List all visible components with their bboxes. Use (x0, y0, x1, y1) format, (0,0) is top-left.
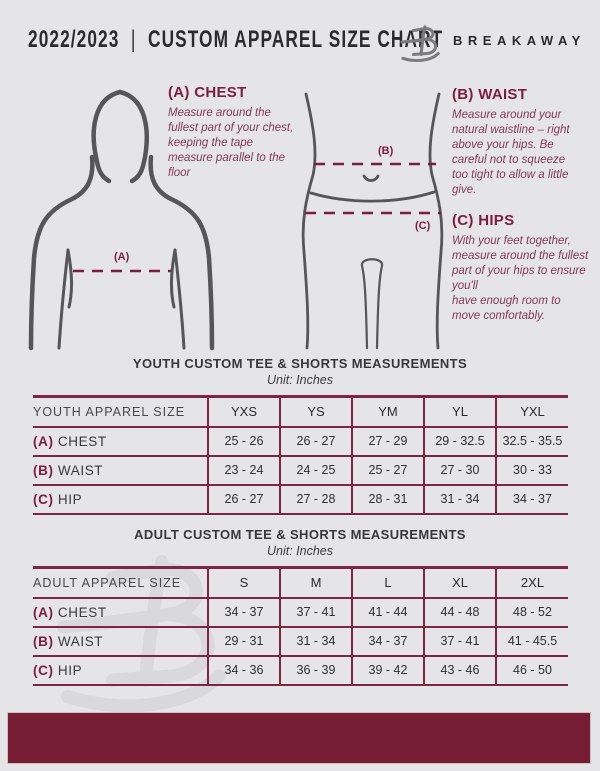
adult-size-table: ADULT APPAREL SIZE S M L XL 2XL (A) CHES… (33, 566, 568, 686)
adult-unit-label: Unit: Inches (266, 544, 333, 558)
row-label: (B) WAIST (33, 626, 208, 657)
marker-a-label: (A) (114, 251, 130, 263)
hips-instructions: With your feet together, measure around … (452, 235, 589, 322)
footer-accent-bar (8, 713, 590, 763)
row-prefix: (A) (33, 604, 54, 620)
cell-value: 31 - 34 (423, 484, 496, 515)
cell-value: 23 - 24 (207, 455, 280, 486)
youth-header-label: YOUTH APPAREL SIZE (33, 395, 208, 428)
cell-value: 44 - 48 (423, 597, 496, 628)
adult-size-xl: XL (423, 566, 496, 599)
row-label-text: HIP (57, 662, 83, 678)
row-prefix: (C) (33, 491, 54, 507)
row-label-text: CHEST (57, 604, 107, 620)
youth-size-table: YOUTH APPAREL SIZE YXS YS YM YL YXL (A) … (33, 395, 568, 515)
cell-value: 36 - 39 (279, 655, 352, 686)
cell-value: 29 - 32.5 (423, 426, 496, 457)
youth-size-yxl: YXL (495, 395, 568, 428)
cell-value: 41 - 44 (351, 597, 424, 628)
breakaway-b-logo-icon (400, 25, 440, 63)
cell-value: 24 - 25 (279, 455, 352, 486)
cell-value: 29 - 31 (207, 626, 280, 657)
title-main: CUSTOM APPAREL SIZE CHART (148, 26, 444, 53)
adult-chest-row: (A) CHEST 34 - 37 37 - 41 41 - 44 44 - 4… (33, 597, 568, 628)
adult-size-m: M (279, 566, 352, 599)
cell-value: 32.5 - 35.5 (495, 426, 568, 457)
adult-section-title: ADULT CUSTOM TEE & SHORTS MEASUREMENTS (134, 527, 466, 542)
cell-value: 26 - 27 (207, 484, 280, 515)
cell-value: 30 - 33 (495, 455, 568, 486)
youth-hip-row: (C) HIP 26 - 27 27 - 28 28 - 31 31 - 34 … (33, 484, 568, 515)
cell-value: 37 - 41 (423, 626, 496, 657)
youth-size-yxs: YXS (207, 395, 280, 428)
cell-value: 43 - 46 (423, 655, 496, 686)
row-label: (C) HIP (33, 655, 208, 686)
row-label: (A) CHEST (33, 426, 208, 457)
cell-value: 26 - 27 (279, 426, 352, 457)
youth-header-row: YOUTH APPAREL SIZE YXS YS YM YL YXL (33, 395, 568, 428)
hips-heading: (C) HIPS (452, 212, 515, 229)
adult-waist-row: (B) WAIST 29 - 31 31 - 34 34 - 37 37 - 4… (33, 626, 568, 657)
title-year: 2022/2023 (28, 26, 120, 53)
marker-b-label: (B) (378, 145, 394, 157)
cell-value: 37 - 41 (279, 597, 352, 628)
cell-value: 34 - 37 (207, 597, 280, 628)
cell-value: 27 - 28 (279, 484, 352, 515)
cell-value: 39 - 42 (351, 655, 424, 686)
adult-hip-row: (C) HIP 34 - 36 36 - 39 39 - 42 43 - 46 … (33, 655, 568, 686)
adult-header-label: ADULT APPAREL SIZE (33, 566, 208, 599)
cell-value: 34 - 37 (495, 484, 568, 515)
row-label: (A) CHEST (33, 597, 208, 628)
row-label: (B) WAIST (33, 455, 208, 486)
chest-heading: (A) CHEST (168, 84, 247, 101)
row-label: (C) HIP (33, 484, 208, 515)
cell-value: 48 - 52 (495, 597, 568, 628)
waist-instructions: Measure around your natural waistline – … (452, 109, 570, 196)
row-label-text: HIP (57, 491, 83, 507)
youth-waist-row: (B) WAIST 23 - 24 24 - 25 25 - 27 27 - 3… (33, 455, 568, 486)
row-prefix: (B) (33, 462, 54, 478)
adult-size-l: L (351, 566, 424, 599)
chest-instructions: Measure around the fullest part of your … (168, 107, 294, 179)
youth-size-ym: YM (351, 395, 424, 428)
page-title: 2022/2023 | CUSTOM APPAREL SIZE CHART (28, 26, 443, 54)
youth-size-yl: YL (423, 395, 496, 428)
youth-size-ys: YS (279, 395, 352, 428)
row-label-text: CHEST (57, 433, 107, 449)
cell-value: 41 - 45.5 (495, 626, 568, 657)
cell-value: 27 - 29 (351, 426, 424, 457)
cell-value: 25 - 27 (351, 455, 424, 486)
adult-size-2xl: 2XL (495, 566, 568, 599)
cell-value: 34 - 37 (351, 626, 424, 657)
cell-value: 28 - 31 (351, 484, 424, 515)
row-prefix: (B) (33, 633, 54, 649)
row-prefix: (A) (33, 433, 54, 449)
youth-unit-label: Unit: Inches (266, 373, 333, 387)
marker-c-label: (C) (415, 220, 431, 232)
brand-name: BREAKAWAY (453, 33, 586, 48)
waist-heading: (B) WAIST (452, 86, 528, 103)
cell-value: 34 - 36 (207, 655, 280, 686)
row-label-text: WAIST (57, 462, 104, 478)
adult-header-row: ADULT APPAREL SIZE S M L XL 2XL (33, 566, 568, 599)
cell-value: 27 - 30 (423, 455, 496, 486)
cell-value: 46 - 50 (495, 655, 568, 686)
cell-value: 25 - 26 (207, 426, 280, 457)
youth-chest-row: (A) CHEST 25 - 26 26 - 27 27 - 29 29 - 3… (33, 426, 568, 457)
cell-value: 31 - 34 (279, 626, 352, 657)
row-prefix: (C) (33, 662, 54, 678)
adult-size-s: S (207, 566, 280, 599)
title-divider: | (130, 26, 137, 53)
youth-section-title: YOUTH CUSTOM TEE & SHORTS MEASUREMENTS (132, 356, 468, 371)
row-label-text: WAIST (57, 633, 104, 649)
